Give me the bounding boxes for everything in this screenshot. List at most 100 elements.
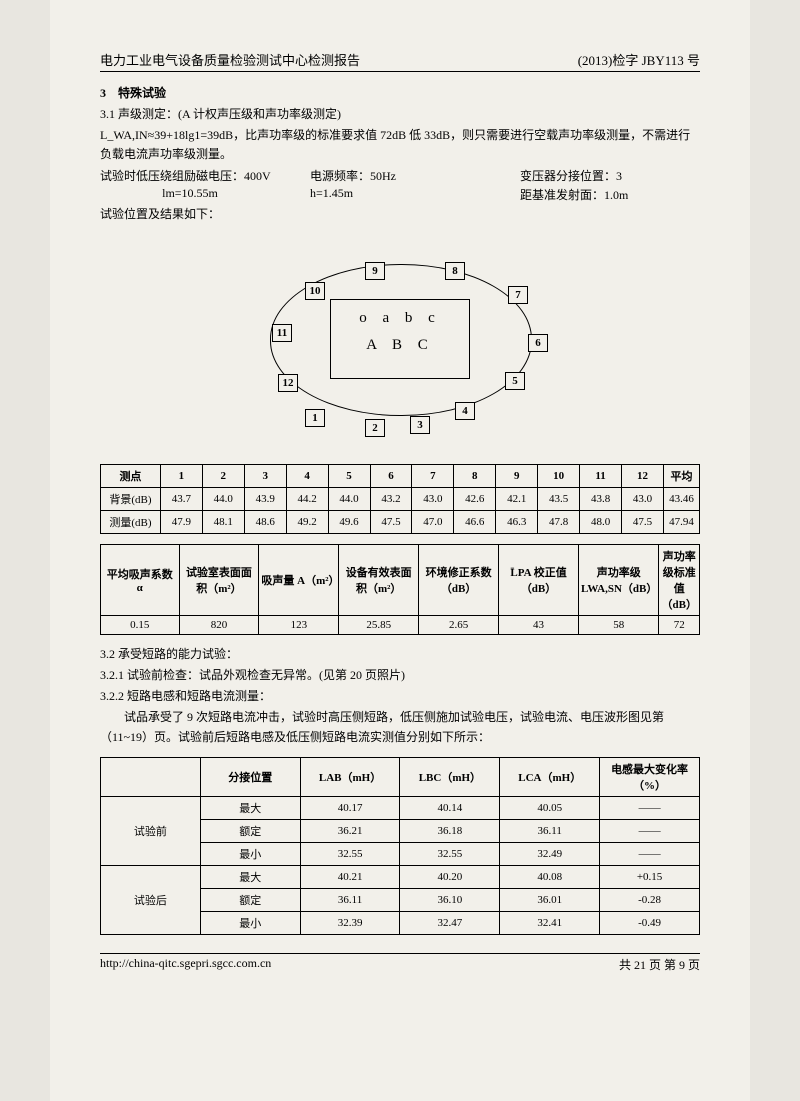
table-cell: 36.21 bbox=[300, 819, 400, 842]
section-31-title: 3.1 声级测定：(A 计权声压级和声功率级测定) bbox=[100, 105, 700, 124]
table-cell: 46.3 bbox=[496, 510, 538, 533]
table-group-label: 试验前 bbox=[101, 796, 201, 865]
table-header: LAB（mH） bbox=[300, 757, 400, 796]
position-label: 试验位置及结果如下： bbox=[100, 205, 700, 224]
table-header: 4 bbox=[286, 464, 328, 487]
table-cell: 额定 bbox=[200, 819, 300, 842]
table-cell: 48.0 bbox=[580, 510, 622, 533]
table-cell: 47.5 bbox=[370, 510, 412, 533]
page-header: 电力工业电气设备质量检验测试中心检测报告 (2013)检字 JBY113 号 bbox=[100, 50, 700, 72]
table-row: 0.1582012325.852.65435872 bbox=[101, 615, 700, 634]
table-cell: 43.5 bbox=[538, 487, 580, 510]
table-header: 5 bbox=[328, 464, 370, 487]
measurement-point-4: 4 bbox=[455, 402, 475, 420]
table-cell: 820 bbox=[179, 615, 259, 634]
table-row: 试验后最大40.2140.2040.08+0.15 bbox=[101, 865, 700, 888]
table-cell: 36.01 bbox=[500, 888, 600, 911]
table-row: 分接位置LAB（mH）LBC（mH）LCA（mH）电感最大变化率（%） bbox=[101, 757, 700, 796]
table-header: 1 bbox=[160, 464, 202, 487]
table-header: 3 bbox=[244, 464, 286, 487]
table-cell: 44.0 bbox=[202, 487, 244, 510]
diagram-inner-row2: A B C bbox=[331, 337, 469, 354]
table-header: 12 bbox=[622, 464, 664, 487]
param-voltage: 试验时低压绕组励磁电压：400V bbox=[100, 167, 280, 184]
section-322-para: 试品承受了 9 次短路电流冲击，试验时高压侧短路，低压侧施加试验电压，试验电流、… bbox=[100, 708, 700, 746]
table-cell: 40.14 bbox=[400, 796, 500, 819]
table-row: 平均吸声系数 α试验室表面面积（m²）吸声量 A（m²）设备有效表面积（m²）环… bbox=[101, 544, 700, 615]
table-cell: -0.28 bbox=[600, 888, 700, 911]
table-cell: 36.18 bbox=[400, 819, 500, 842]
measurement-point-8: 8 bbox=[445, 262, 465, 280]
param-row-2: lm=10.55m h=1.45m 距基准发射面：1.0m bbox=[100, 186, 700, 203]
param-row-1: 试验时低压绕组励磁电压：400V 电源频率：50Hz 变压器分接位置：3 bbox=[100, 167, 700, 184]
header-docnum: (2013)检字 JBY113 号 bbox=[578, 50, 700, 69]
table-cell: 32.47 bbox=[400, 911, 500, 934]
table-header: 10 bbox=[538, 464, 580, 487]
table-cell: 43.9 bbox=[244, 487, 286, 510]
table-cell: 40.17 bbox=[300, 796, 400, 819]
table-cell: 36.11 bbox=[500, 819, 600, 842]
table-cell: 最小 bbox=[200, 911, 300, 934]
table-header: 声功率级标准值（dB） bbox=[659, 544, 700, 615]
table-header: 测点 bbox=[101, 464, 161, 487]
header-title: 电力工业电气设备质量检验测试中心检测报告 bbox=[100, 50, 360, 69]
footer-pagenum: 共 21 页 第 9 页 bbox=[619, 956, 700, 973]
table-row: 试验前最大40.1740.1440.05—— bbox=[101, 796, 700, 819]
table-cell: 背景(dB) bbox=[101, 487, 161, 510]
table-header bbox=[101, 757, 201, 796]
inductance-table: 分接位置LAB（mH）LBC（mH）LCA（mH）电感最大变化率（%） 试验前最… bbox=[100, 757, 700, 935]
diagram-transformer: o a b c A B C bbox=[330, 299, 470, 379]
table-cell: 43.0 bbox=[622, 487, 664, 510]
table-cell: 47.8 bbox=[538, 510, 580, 533]
table-cell: 额定 bbox=[200, 888, 300, 911]
table-header: L̄PA 校正值（dB） bbox=[499, 544, 579, 615]
section-322: 3.2.2 短路电感和短路电流测量： bbox=[100, 687, 700, 706]
acoustic-params-table: 平均吸声系数 α试验室表面面积（m²）吸声量 A（m²）设备有效表面积（m²）环… bbox=[100, 544, 700, 635]
table-row: 背景(dB)43.744.043.944.244.043.243.042.642… bbox=[101, 487, 700, 510]
table-cell: 42.6 bbox=[454, 487, 496, 510]
table-cell: 48.6 bbox=[244, 510, 286, 533]
table-header: 设备有效表面积（m²） bbox=[339, 544, 419, 615]
table-header: 11 bbox=[580, 464, 622, 487]
table-header: 吸声量 A（m²） bbox=[259, 544, 339, 615]
table-cell: 最大 bbox=[200, 796, 300, 819]
measurement-point-10: 10 bbox=[305, 282, 325, 300]
table-cell: —— bbox=[600, 819, 700, 842]
table-cell: 43.2 bbox=[370, 487, 412, 510]
table-header: 环境修正系数（dB） bbox=[419, 544, 499, 615]
param-dist: 距基准发射面：1.0m bbox=[520, 186, 700, 203]
measurement-point-12: 12 bbox=[278, 374, 298, 392]
diagram-inner-row1: o a b c bbox=[331, 310, 469, 327]
table-cell: 36.11 bbox=[300, 888, 400, 911]
table-cell: 32.55 bbox=[400, 842, 500, 865]
measurement-point-6: 6 bbox=[528, 334, 548, 352]
table-cell: 49.6 bbox=[328, 510, 370, 533]
table-group-label: 试验后 bbox=[101, 865, 201, 934]
table-cell: 49.2 bbox=[286, 510, 328, 533]
table-cell: 72 bbox=[659, 615, 700, 634]
table-cell: 47.5 bbox=[622, 510, 664, 533]
footer-url: http://china-qitc.sgepri.sgcc.com.cn bbox=[100, 956, 271, 973]
table-cell: +0.15 bbox=[600, 865, 700, 888]
table-header: 试验室表面面积（m²） bbox=[179, 544, 259, 615]
table-cell: 43 bbox=[499, 615, 579, 634]
measurement-point-3: 3 bbox=[410, 416, 430, 434]
table-cell: 58 bbox=[579, 615, 659, 634]
table-cell: 44.2 bbox=[286, 487, 328, 510]
table-header: LCA（mH） bbox=[500, 757, 600, 796]
noise-measurement-table: 测点123456789101112平均 背景(dB)43.744.043.944… bbox=[100, 464, 700, 534]
table-cell: 47.9 bbox=[160, 510, 202, 533]
table-cell: 46.6 bbox=[454, 510, 496, 533]
measurement-point-2: 2 bbox=[365, 419, 385, 437]
table-header: 2 bbox=[202, 464, 244, 487]
table-cell: 32.55 bbox=[300, 842, 400, 865]
table-header: 8 bbox=[454, 464, 496, 487]
table-cell: 25.85 bbox=[339, 615, 419, 634]
table-cell: 44.0 bbox=[328, 487, 370, 510]
table-cell: 最大 bbox=[200, 865, 300, 888]
table-header: 电感最大变化率（%） bbox=[600, 757, 700, 796]
table-cell: 32.41 bbox=[500, 911, 600, 934]
table-cell: 42.1 bbox=[496, 487, 538, 510]
table-cell: 0.15 bbox=[101, 615, 180, 634]
section-321: 3.2.1 试验前检查：试品外观检查无异常。(见第 20 页照片) bbox=[100, 666, 700, 685]
